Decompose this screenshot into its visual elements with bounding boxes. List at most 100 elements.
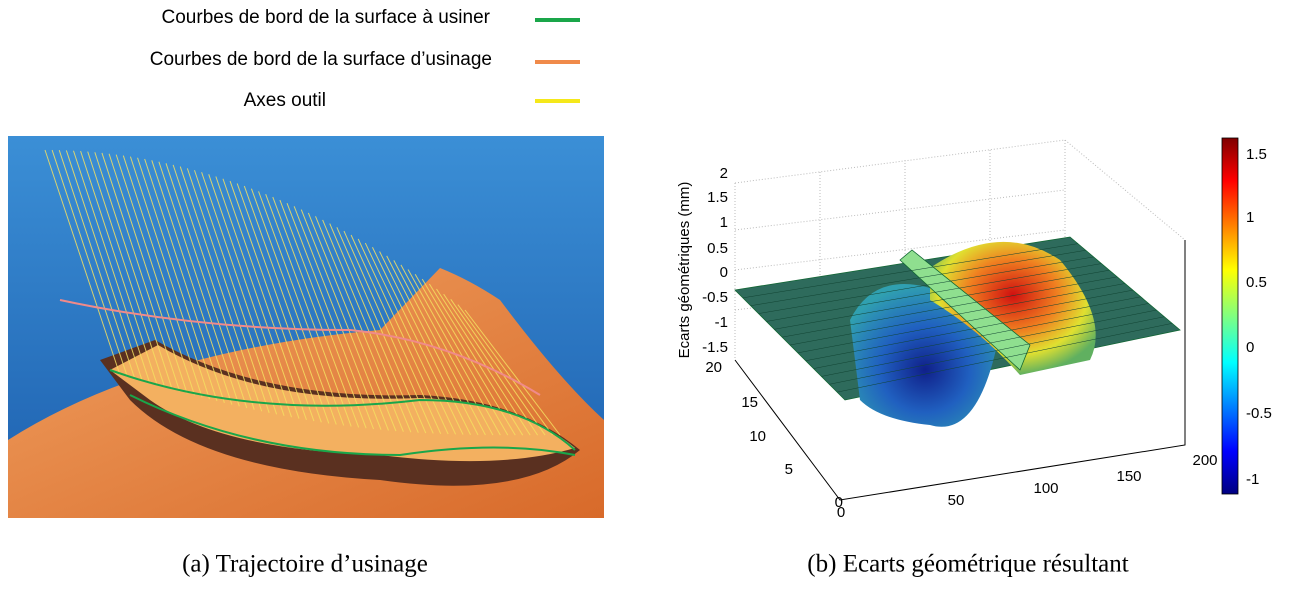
tool-axis-line <box>194 170 278 415</box>
legend: Courbes de bord de la surface à usiner C… <box>150 7 580 111</box>
tool-axis-line <box>115 154 196 396</box>
boundary-curve <box>109 369 576 451</box>
tool-axis-line <box>464 309 561 436</box>
tool-axis-line <box>165 163 248 409</box>
mesh-line <box>766 263 1102 322</box>
caption: (b) Ecarts géométrique résultant <box>807 551 1128 578</box>
tool-axes <box>44 149 561 436</box>
tool-axis-line <box>336 227 427 434</box>
tool-axis-line <box>322 219 412 433</box>
z-tick-label: -1.5 <box>702 339 728 356</box>
boundary-curve <box>129 394 576 457</box>
mesh-line <box>837 323 1173 393</box>
z-tick-label: 0.5 <box>707 240 728 257</box>
z-tick-label: -0.5 <box>702 289 728 306</box>
tool-axis-line <box>172 164 255 410</box>
tool-axis-line <box>293 206 382 430</box>
tool-axis-line <box>58 150 136 380</box>
colorbar-tick-label: 0 <box>1246 339 1254 356</box>
legend-label: Axes outil <box>244 90 326 111</box>
tool-axis-line <box>201 172 285 416</box>
tool-axis-line <box>229 180 315 422</box>
axes <box>734 240 1186 501</box>
tool-axis-line <box>443 293 539 436</box>
tool-axis-line <box>151 160 233 405</box>
colorbar-tick-label: 1.5 <box>1246 146 1267 163</box>
z-tick-label: 2 <box>720 165 728 182</box>
surface-plot: Ecarts géométriques (mm) 2 1.5 1 0.5 0 -0.5 -1… <box>676 137 1272 521</box>
x-tick-label: 100 <box>1033 480 1058 497</box>
tool-axis-line <box>279 199 367 429</box>
tool-axis-line <box>272 196 360 428</box>
tool-axis-line <box>108 153 188 394</box>
y-tick-label: 20 <box>705 359 722 376</box>
tool-axis-line <box>428 283 524 436</box>
mesh-line <box>829 316 1165 385</box>
x-tick-label: 150 <box>1116 468 1141 485</box>
tool-axis-line <box>122 155 203 398</box>
tool-axis-line <box>80 150 158 386</box>
tool-axis-line <box>286 202 375 430</box>
mesh-line <box>813 303 1149 369</box>
colorbar-tick-label: -1 <box>1246 471 1259 488</box>
tool-axis-line <box>265 193 352 427</box>
x-tick-label: 200 <box>1192 452 1217 469</box>
tool-axis-line <box>179 166 263 412</box>
y-tick-label: 15 <box>741 394 758 411</box>
tool-axis-line <box>72 150 151 384</box>
colorbar-tick-label: 1 <box>1246 209 1254 226</box>
ridge <box>899 249 1031 371</box>
mesh-line <box>750 250 1086 306</box>
tool-axis-line <box>457 304 553 436</box>
mesh-line <box>797 289 1133 354</box>
tool-axis-line <box>372 247 464 435</box>
mesh-line <box>774 269 1110 330</box>
legend-label: Courbes de bord de la surface à usiner <box>162 7 491 28</box>
z-tick-label: -1 <box>715 314 728 331</box>
tool-axis-line <box>357 238 449 435</box>
tool-axis-line <box>208 174 292 418</box>
tool-axis-line <box>379 251 471 435</box>
colorbar-tick-label: 0.5 <box>1246 274 1267 291</box>
x-tick-label: 50 <box>948 492 965 509</box>
tool-axis-line <box>186 168 270 413</box>
tool-axis-line <box>222 178 307 421</box>
mesh-line <box>758 256 1094 314</box>
y-tick-label: 0 <box>835 494 843 511</box>
z-tick-label: 0 <box>720 264 728 281</box>
tool-axis-line <box>215 176 300 419</box>
positive-hump <box>930 241 1096 375</box>
tool-axis-line <box>236 183 322 423</box>
tool-axis-line <box>44 149 121 376</box>
tool-axis-line <box>129 156 210 400</box>
tool-axis-line <box>307 212 397 432</box>
mesh-line <box>805 296 1141 361</box>
mesh-line <box>789 283 1126 346</box>
tick-labels: 21.510.50-0.5-1-1.5201510500501001502001… <box>702 146 1272 521</box>
y-tick-label: 10 <box>749 428 766 445</box>
y-tick-label: 5 <box>785 461 793 478</box>
z-axis-label: Ecarts géométriques (mm) <box>676 182 693 359</box>
colorbar <box>1221 137 1239 495</box>
tool-axis-line <box>400 264 494 436</box>
tool-axis-line <box>250 188 337 425</box>
tool-axis-line <box>364 242 457 435</box>
colorbar-tick-label: -0.5 <box>1246 405 1272 422</box>
legend-label: Courbes de bord de la surface d’usinage <box>150 49 492 70</box>
mesh-line <box>821 309 1157 377</box>
tool-axis-line <box>158 161 240 407</box>
machining-render <box>8 136 604 518</box>
z-tick-label: 1.5 <box>707 189 728 206</box>
tool-axis-line <box>65 150 143 382</box>
tool-axis-line <box>101 152 181 392</box>
tool-axis-line <box>407 269 501 436</box>
tool-axis-line <box>436 288 531 436</box>
mesh <box>742 243 1173 393</box>
machining-curve <box>59 299 541 396</box>
mesh-line <box>782 276 1118 338</box>
z-tick-label: 1 <box>720 214 728 231</box>
x-tick-label: 0 <box>837 504 845 521</box>
tool-axis-line <box>144 158 225 403</box>
tool-axis-line <box>87 151 166 388</box>
